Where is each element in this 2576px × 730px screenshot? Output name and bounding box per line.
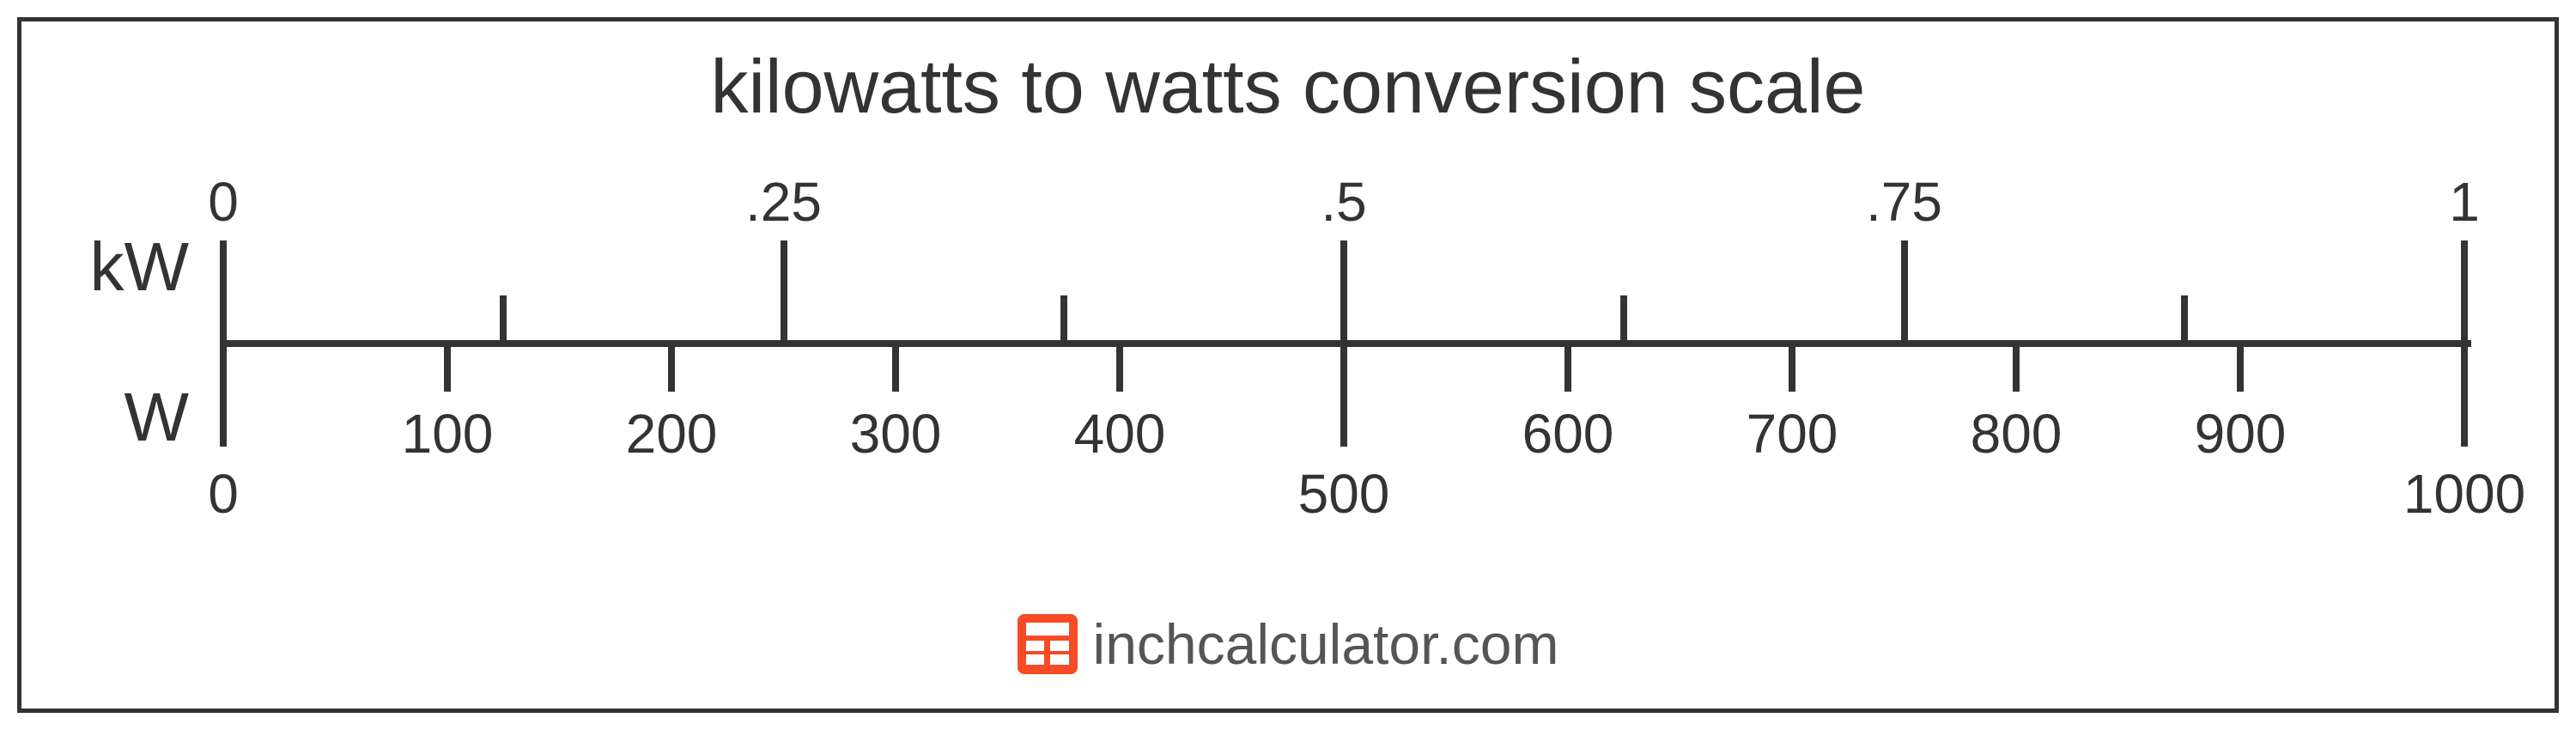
- scale-tick-label: 300: [850, 402, 942, 465]
- scale-tick: [220, 240, 227, 344]
- scale-tick-label: 400: [1074, 402, 1166, 465]
- scale-tick: [500, 295, 507, 344]
- scale-tick: [1116, 344, 1123, 392]
- calculator-icon: [1018, 614, 1078, 674]
- scale-tick: [2237, 344, 2244, 392]
- scale-tick-label: 0: [208, 170, 239, 234]
- scale-tick: [1901, 240, 1908, 344]
- scale-tick: [1564, 344, 1571, 392]
- scale-tick-label: 500: [1298, 462, 1390, 526]
- scale-tick-label: 0: [208, 462, 239, 526]
- scale-tick-label: 900: [2195, 402, 2287, 465]
- scale-tick-label: 1: [2449, 170, 2480, 234]
- scale-tick: [1060, 295, 1067, 344]
- scale-tick-label: .5: [1321, 170, 1366, 234]
- scale-tick: [668, 344, 675, 392]
- scale-tick: [2461, 240, 2468, 344]
- scale-tick: [2013, 344, 2020, 392]
- scale-tick-label: 200: [626, 402, 718, 465]
- axis-line: [223, 340, 2471, 347]
- scale-tick: [1789, 344, 1795, 392]
- scale-tick: [892, 344, 899, 392]
- scale-tick-label: 800: [1971, 402, 2063, 465]
- scale-tick: [2181, 295, 2188, 344]
- scale-tick: [1340, 344, 1347, 447]
- scale-tick: [1340, 240, 1347, 344]
- scale-tick: [781, 240, 787, 344]
- scale-tick: [1620, 295, 1627, 344]
- scale-tick: [444, 344, 451, 392]
- scale-tick: [2461, 344, 2468, 447]
- scale-tick-label: 600: [1522, 402, 1614, 465]
- scale-tick: [220, 344, 227, 447]
- scale-tick-label: 100: [402, 402, 494, 465]
- footer-text: inchcalculator.com: [1093, 611, 1559, 677]
- scale-tick-label: 700: [1747, 402, 1838, 465]
- scale-tick-label: .25: [745, 170, 822, 234]
- scale-tick-label: 1000: [2403, 462, 2525, 526]
- footer-attribution: inchcalculator.com: [0, 611, 2576, 677]
- scale-tick-label: .75: [1866, 170, 1942, 234]
